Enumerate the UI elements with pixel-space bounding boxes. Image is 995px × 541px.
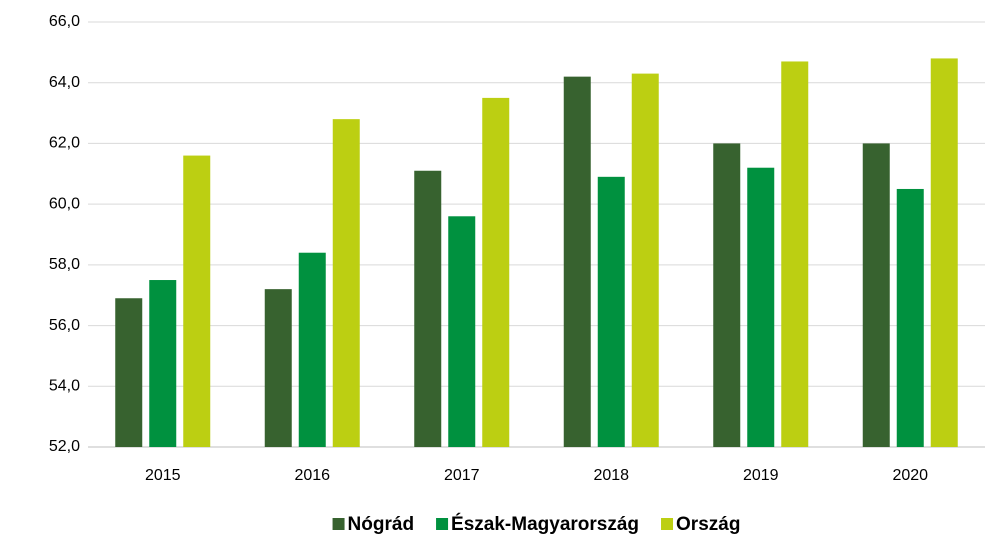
bar bbox=[930, 58, 958, 448]
y-tick-label: 62,0 bbox=[49, 135, 80, 152]
bar bbox=[448, 216, 476, 447]
bar bbox=[862, 143, 890, 447]
bar bbox=[482, 97, 510, 448]
x-tick-label: 2015 bbox=[145, 467, 181, 484]
y-tick-label: 66,0 bbox=[49, 13, 80, 30]
bar bbox=[414, 170, 442, 447]
x-tick-label: 2020 bbox=[892, 467, 928, 484]
bar bbox=[896, 188, 924, 447]
bar bbox=[264, 289, 292, 447]
bar bbox=[563, 76, 591, 448]
x-tick-label: 2017 bbox=[444, 467, 480, 484]
y-tick-label: 60,0 bbox=[49, 195, 80, 212]
bar bbox=[597, 176, 625, 448]
x-tick-label: 2016 bbox=[294, 467, 330, 484]
y-tick-label: 64,0 bbox=[49, 74, 80, 91]
bar bbox=[149, 280, 177, 447]
y-tick-label: 56,0 bbox=[49, 317, 80, 334]
legend-swatch bbox=[436, 518, 449, 530]
legend-label: Nógrád bbox=[348, 514, 415, 535]
y-tick-label: 58,0 bbox=[49, 256, 80, 273]
bar bbox=[183, 155, 211, 448]
legend-swatch bbox=[332, 518, 345, 530]
y-tick-label: 54,0 bbox=[49, 378, 80, 395]
legend-label: Ország bbox=[676, 514, 740, 535]
bar bbox=[781, 61, 809, 447]
bar bbox=[115, 298, 143, 447]
y-tick-label: 52,0 bbox=[49, 438, 80, 455]
bar bbox=[713, 143, 741, 447]
legend-label: Észak-Magyarország bbox=[451, 513, 639, 535]
x-tick-label: 2019 bbox=[743, 467, 779, 484]
bar bbox=[332, 119, 360, 448]
bar bbox=[747, 167, 775, 447]
bar bbox=[298, 252, 326, 447]
x-tick-label: 2018 bbox=[593, 467, 629, 484]
legend-swatch bbox=[661, 518, 674, 530]
bar bbox=[631, 73, 659, 447]
